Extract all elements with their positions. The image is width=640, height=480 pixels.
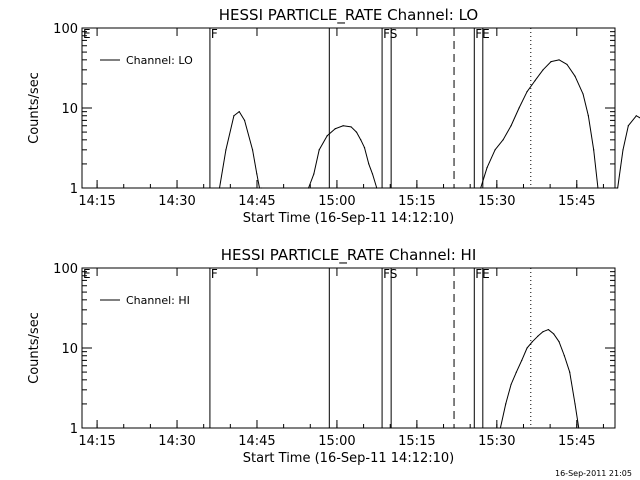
x-tick-label: 15:15 (398, 194, 435, 209)
series-segment (558, 341, 565, 356)
x-tick-label: 15:15 (398, 434, 435, 449)
timestamp-footer: 16-Sep-2011 21:05 (555, 469, 632, 478)
series-segment (486, 149, 496, 168)
x-tick-label: 15:30 (478, 434, 515, 449)
legend-entry: Channel: HI (126, 294, 190, 307)
series-segment (636, 115, 640, 119)
y-tick-label: 10 (61, 102, 78, 117)
series-segment (569, 371, 576, 405)
series-segment (542, 329, 549, 333)
plot-frame (81, 267, 616, 429)
series-segment (313, 149, 320, 175)
x-tick-label: 14:30 (158, 194, 195, 209)
x-tick-label: 14:15 (78, 194, 115, 209)
series-segment (502, 125, 512, 141)
marker-label: F (211, 27, 218, 41)
series-segment (518, 91, 528, 109)
series-segment (225, 115, 235, 150)
series-segment (526, 341, 533, 349)
x-tick-label: 14:45 (238, 194, 275, 209)
series-segment (574, 403, 580, 429)
chart-title: HESSI PARTICLE_RATE Channel: HI (221, 246, 477, 265)
data-point (376, 187, 378, 189)
series-segment (343, 125, 352, 128)
series-segment (360, 139, 365, 148)
marker-label: FE (475, 267, 489, 281)
x-tick-label: 14:15 (78, 434, 115, 449)
series-segment (521, 347, 528, 361)
x-axis-label: Start Time (16-Sep-11 14:12:10) (243, 451, 454, 466)
series-segment (593, 149, 599, 189)
plot-frame (81, 27, 616, 189)
series-segment (548, 329, 555, 335)
series-segment (219, 149, 227, 189)
x-axis-label: Start Time (16-Sep-11 14:12:10) (243, 211, 454, 226)
y-tick-label: 10 (61, 342, 78, 357)
marker-label: E (83, 267, 91, 281)
y-axis-label: Counts/sec (27, 312, 42, 384)
series-segment (510, 107, 520, 126)
series-segment (244, 120, 254, 150)
series-segment (505, 384, 512, 405)
series-segment (553, 333, 560, 342)
marker-label: E (83, 27, 91, 41)
series-segment (252, 149, 258, 174)
legend-entry: Channel: LO (126, 54, 193, 67)
data-point (260, 187, 262, 189)
y-tick-label: 100 (53, 262, 78, 277)
y-axis-label: Counts/sec (27, 72, 42, 144)
y-tick-label: 1 (70, 422, 78, 437)
series-segment (537, 331, 544, 337)
series-segment (550, 59, 560, 63)
series-segment (622, 125, 629, 150)
chart-title: HESSI PARTICLE_RATE Channel: LO (219, 6, 478, 25)
x-tick-label: 15:30 (478, 194, 515, 209)
series-segment (233, 111, 240, 117)
x-tick-label: 15:00 (318, 434, 355, 449)
y-tick-label: 1 (70, 182, 78, 197)
x-tick-label: 15:45 (558, 434, 595, 449)
y-tick-label: 100 (53, 22, 78, 37)
series-segment (534, 69, 544, 81)
series-segment (334, 125, 344, 130)
series-segment (566, 64, 576, 77)
series-segment (364, 147, 370, 165)
x-tick-label: 15:45 (558, 194, 595, 209)
series-segment (558, 59, 568, 65)
series-segment (617, 149, 624, 189)
series-segment (326, 128, 336, 137)
x-tick-label: 14:30 (158, 434, 195, 449)
series-segment (510, 371, 517, 385)
series-segment (494, 139, 504, 151)
series-segment (587, 115, 595, 150)
marker-label: FE (475, 27, 489, 41)
series-segment (627, 115, 637, 127)
marker-label: F (211, 267, 218, 281)
x-tick-label: 14:45 (238, 434, 275, 449)
series-segment (526, 80, 536, 92)
series-segment (532, 335, 539, 343)
series-segment (372, 173, 378, 189)
series-segment (563, 355, 571, 373)
series-segment (308, 173, 315, 189)
series-segment (480, 167, 488, 189)
data-point (578, 427, 580, 429)
series-segment (582, 93, 589, 116)
series-segment (368, 163, 373, 175)
series-segment (350, 126, 357, 133)
series-segment (318, 135, 328, 151)
series-segment (542, 61, 552, 71)
series-segment (238, 111, 245, 121)
series-segment (499, 403, 507, 429)
x-tick-label: 15:00 (318, 194, 355, 209)
series-segment (256, 173, 260, 189)
marker-label: FS (383, 27, 397, 41)
series-segment (574, 75, 584, 95)
series-segment (515, 360, 523, 373)
marker-label: FS (383, 267, 397, 281)
series-segment (356, 131, 362, 141)
